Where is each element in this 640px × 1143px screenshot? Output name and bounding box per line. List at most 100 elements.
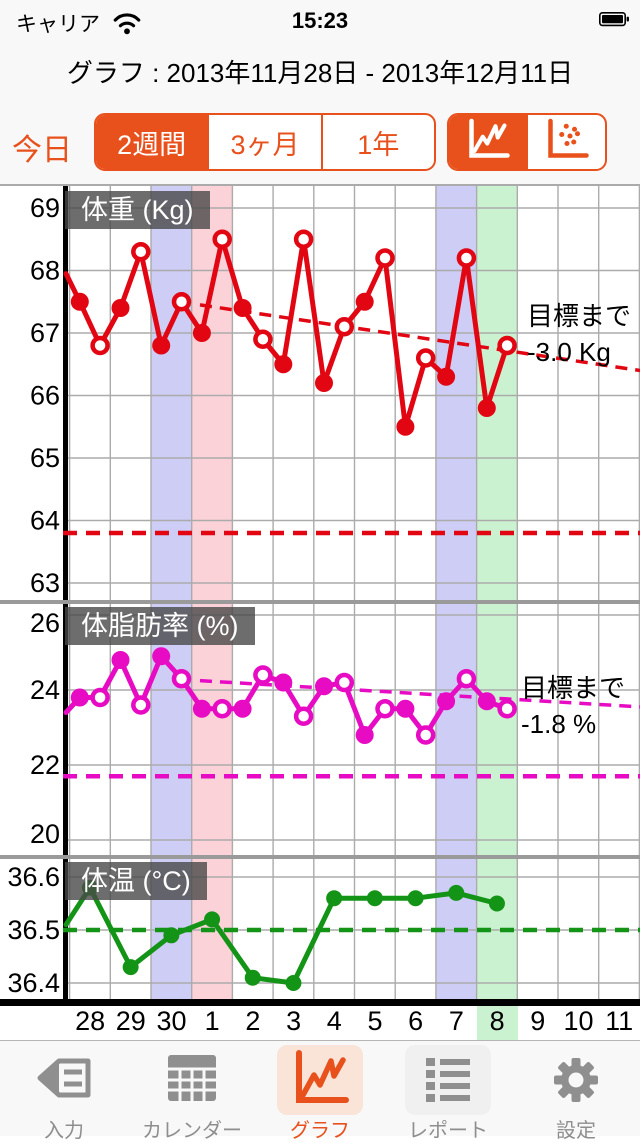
trend-line bbox=[199, 678, 640, 709]
data-point-open bbox=[171, 669, 192, 689]
body-fat-chart[interactable]: 26 24 22 20 bbox=[0, 604, 640, 855]
y-axis-tick: 69 bbox=[30, 193, 60, 223]
y-axis-tick: 36.5 bbox=[7, 915, 60, 945]
tab-label: カレンダー bbox=[142, 1120, 242, 1142]
y-axis-line bbox=[63, 604, 68, 855]
y-axis-tick: 66 bbox=[30, 381, 60, 411]
range-segmented-control: 2週間 3ヶ月 1年 bbox=[94, 113, 436, 171]
x-axis-line bbox=[0, 999, 640, 1006]
carrier-label: キャリア bbox=[16, 13, 100, 36]
scatter-chart-icon bbox=[543, 115, 591, 169]
graph-icon bbox=[288, 1050, 352, 1115]
data-point-filled bbox=[152, 647, 171, 666]
tab-input[interactable]: 入力 bbox=[0, 1041, 128, 1142]
y-axis-tick: 36.6 bbox=[7, 862, 60, 892]
data-point-filled bbox=[244, 969, 261, 986]
y-axis-tick: 22 bbox=[30, 750, 60, 780]
data-point-filled bbox=[366, 890, 383, 907]
data-point-open bbox=[334, 672, 355, 693]
data-point-filled bbox=[477, 399, 496, 417]
goal-text-line1: 目標まで bbox=[521, 673, 626, 703]
tab-calendar[interactable]: カレンダー bbox=[128, 1041, 256, 1142]
tab-label: 入力 bbox=[44, 1120, 84, 1142]
y-axis-tick: 26 bbox=[30, 608, 60, 638]
data-point-filled bbox=[122, 959, 139, 976]
data-point-filled bbox=[192, 324, 211, 342]
tab-settings[interactable]: 設定 bbox=[512, 1041, 640, 1142]
data-point-open bbox=[497, 699, 517, 719]
data-point-open bbox=[253, 329, 273, 349]
battery-icon bbox=[599, 12, 630, 32]
status-bar: キャリア 15:23 bbox=[0, 0, 640, 40]
chart-separator bbox=[0, 855, 640, 859]
scatter-chart-button[interactable] bbox=[526, 115, 605, 169]
range-option-2weeks[interactable]: 2週間 bbox=[96, 115, 208, 169]
data-point-filled bbox=[315, 677, 333, 696]
y-axis-tick: 64 bbox=[30, 506, 60, 536]
line-chart-icon bbox=[464, 115, 512, 169]
tab-label: グラフ bbox=[290, 1120, 350, 1142]
y-axis-tick: 63 bbox=[30, 568, 60, 598]
x-axis: 28 29 30 1 2 3 4 5 6 7 8 9 10 11 bbox=[0, 1006, 640, 1040]
range-option-1year[interactable]: 1年 bbox=[320, 115, 434, 169]
data-point-filled bbox=[233, 299, 252, 317]
data-point-open bbox=[456, 669, 477, 689]
data-point-open bbox=[334, 317, 355, 337]
x-axis-label: 29 bbox=[115, 1006, 146, 1036]
report-icon bbox=[416, 1058, 480, 1115]
data-point-open bbox=[131, 695, 151, 715]
data-point-filled bbox=[285, 975, 302, 991]
weight-chart[interactable]: 69 68 67 66 65 64 63 bbox=[0, 186, 640, 600]
data-point-open bbox=[375, 248, 395, 268]
title-bar: グラフ : 2013年11月28日 - 2013年12月11日 bbox=[0, 40, 640, 112]
data-point-open bbox=[212, 229, 232, 249]
data-point-filled bbox=[163, 927, 180, 944]
x-axis-label: 11 bbox=[605, 1006, 634, 1036]
data-point-open bbox=[497, 335, 517, 356]
data-point-filled bbox=[437, 367, 456, 386]
goal-text-line1: 目標まで bbox=[527, 301, 632, 331]
data-point-filled bbox=[204, 911, 221, 928]
x-axis-label: 6 bbox=[408, 1006, 424, 1036]
chart-separator bbox=[0, 600, 640, 604]
x-axis-label: 28 bbox=[75, 1006, 106, 1036]
data-point-filled bbox=[448, 884, 465, 901]
x-axis-label: 10 bbox=[563, 1006, 594, 1036]
y-axis-tick: 24 bbox=[30, 675, 60, 705]
x-axis-label: 5 bbox=[367, 1006, 383, 1036]
weight-chart-title: 体重 (Kg) bbox=[65, 191, 210, 229]
y-axis-tick: 67 bbox=[30, 318, 60, 348]
y-axis-tick: 36.4 bbox=[7, 968, 60, 998]
temperature-chart[interactable]: 36.6 36.5 36.4 bbox=[0, 859, 640, 1006]
data-point-filled bbox=[437, 692, 456, 711]
x-axis-label: 1 bbox=[204, 1006, 220, 1036]
data-point-open bbox=[293, 706, 314, 726]
y-axis-tick: 65 bbox=[30, 443, 60, 473]
toolbar: 今日 2週間 3ヶ月 1年 bbox=[0, 112, 640, 186]
data-point-open bbox=[253, 665, 273, 685]
data-point-open bbox=[456, 248, 477, 268]
body-fat-goal-label: 目標まで -1.8 % bbox=[521, 670, 625, 742]
data-point-open bbox=[415, 348, 436, 368]
today-button[interactable]: 今日 bbox=[12, 134, 72, 167]
range-option-3months[interactable]: 3ヶ月 bbox=[207, 115, 320, 169]
charts-area[interactable]: 69 68 67 66 65 64 63 26 24 22 20 36.6 36.5 36.4 体重 … bbox=[0, 186, 640, 1040]
temperature-chart-title: 体温 (°C) bbox=[65, 862, 207, 900]
page-title: グラフ : 2013年11月28日 - 2013年12月11日 bbox=[66, 58, 574, 88]
tab-report[interactable]: レポート bbox=[384, 1041, 512, 1142]
data-point-filled bbox=[355, 726, 374, 744]
data-point-filled bbox=[326, 890, 343, 907]
gear-icon bbox=[544, 1058, 608, 1115]
data-point-filled bbox=[488, 895, 505, 912]
tab-label: 設定 bbox=[556, 1120, 596, 1142]
x-axis-label: 8 bbox=[489, 1006, 505, 1036]
tab-graph[interactable]: グラフ bbox=[256, 1041, 384, 1142]
data-point-filled bbox=[407, 890, 424, 907]
line-chart-button[interactable] bbox=[449, 115, 526, 169]
data-point-open bbox=[90, 335, 110, 356]
data-point-filled bbox=[274, 355, 293, 374]
goal-text-line2: -3.0 Kg bbox=[527, 337, 611, 367]
clock: 15:23 bbox=[291, 8, 349, 33]
data-point-open bbox=[171, 292, 192, 312]
